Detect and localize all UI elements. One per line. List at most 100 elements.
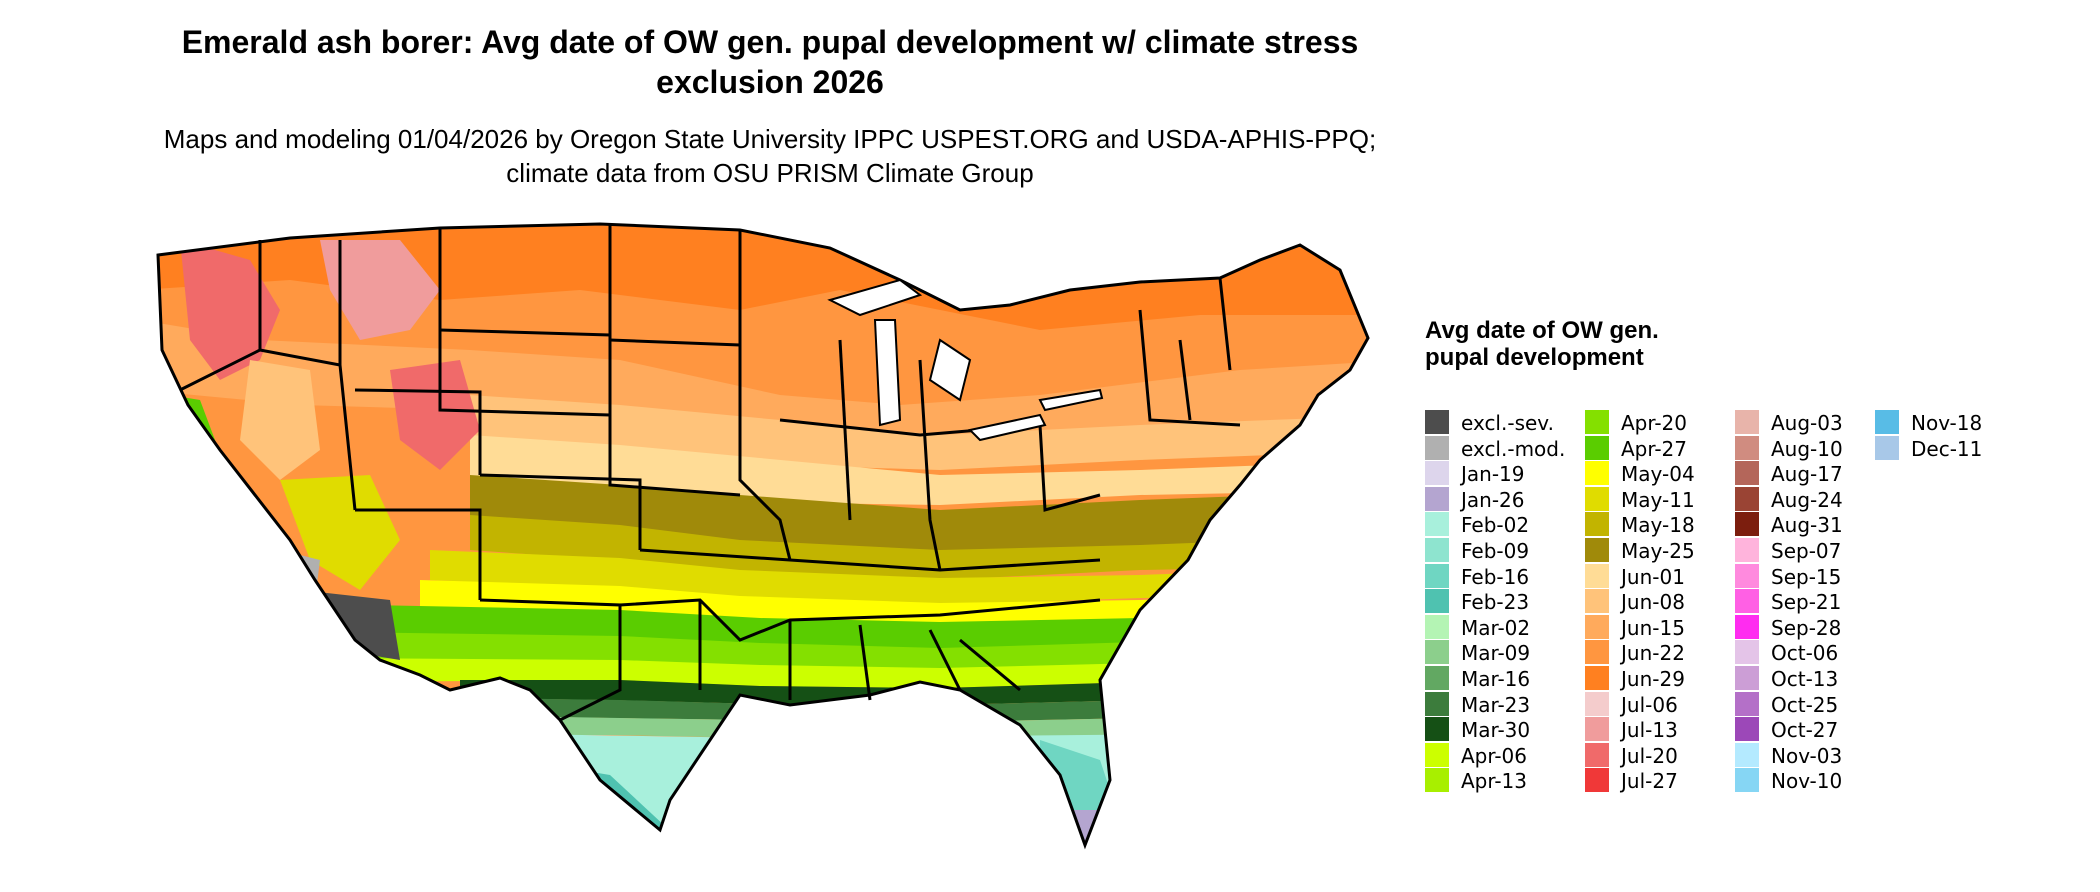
legend-label: Sep-21 bbox=[1771, 590, 1842, 615]
legend-swatch bbox=[1585, 563, 1609, 588]
legend-item: Apr-20 bbox=[1585, 410, 1745, 435]
legend-label: Mar-23 bbox=[1461, 692, 1531, 717]
legend-swatch bbox=[1425, 538, 1449, 562]
legend-label: Oct-27 bbox=[1771, 718, 1839, 743]
map-subtitle: Maps and modeling 01/04/2026 by Oregon S… bbox=[163, 124, 1377, 188]
legend-item: Sep-21 bbox=[1735, 589, 1895, 615]
legend-label: excl.-sev. bbox=[1461, 411, 1554, 435]
legend-item: Feb-23 bbox=[1425, 589, 1585, 615]
legend-swatch bbox=[1735, 410, 1759, 434]
legend-label: Aug-03 bbox=[1771, 411, 1843, 435]
legend-swatch bbox=[1735, 640, 1759, 665]
legend-swatch bbox=[1425, 666, 1449, 690]
legend-label: May-04 bbox=[1621, 462, 1695, 487]
legend-swatch bbox=[1735, 512, 1759, 537]
legend-item: Nov-03 bbox=[1735, 742, 1895, 768]
legend-swatch bbox=[1735, 538, 1759, 562]
legend-item: Nov-18 bbox=[1875, 410, 2035, 435]
legend-item: May-11 bbox=[1585, 486, 1745, 512]
legend-swatch bbox=[1585, 614, 1609, 639]
legend-item: Jul-27 bbox=[1585, 768, 1745, 794]
legend-item: excl.-mod. bbox=[1425, 435, 1585, 461]
legend-label: Mar-30 bbox=[1461, 718, 1531, 743]
legend-item: Aug-24 bbox=[1735, 486, 1895, 512]
legend-swatch bbox=[1585, 461, 1609, 486]
legend-swatch bbox=[1875, 410, 1899, 434]
legend-swatch bbox=[1585, 640, 1609, 665]
legend-swatch bbox=[1585, 435, 1609, 460]
legend-item: Nov-10 bbox=[1735, 768, 1895, 794]
legend-item: May-18 bbox=[1585, 512, 1745, 538]
legend-label: Feb-16 bbox=[1461, 564, 1530, 589]
legend-item: Sep-15 bbox=[1735, 563, 1895, 589]
legend-label: May-18 bbox=[1621, 513, 1695, 538]
legend-label: Feb-09 bbox=[1461, 539, 1530, 563]
legend-label: Jul-06 bbox=[1621, 692, 1678, 717]
legend-label: Apr-06 bbox=[1461, 743, 1527, 768]
legend-label: Sep-15 bbox=[1771, 564, 1842, 589]
us-map bbox=[156, 222, 1370, 847]
legend-item: Apr-06 bbox=[1425, 742, 1585, 768]
legend-label: Jul-20 bbox=[1621, 743, 1678, 768]
legend-label: Apr-13 bbox=[1461, 769, 1527, 794]
legend-item: Jan-19 bbox=[1425, 461, 1585, 487]
legend-item: May-04 bbox=[1585, 461, 1745, 487]
legend-item: Oct-06 bbox=[1735, 640, 1895, 665]
legend-swatch bbox=[1735, 691, 1759, 716]
legend-item: Mar-02 bbox=[1425, 614, 1585, 640]
legend-label: Jan-19 bbox=[1461, 462, 1525, 487]
legend-swatch bbox=[1735, 563, 1759, 588]
legend-label: Mar-09 bbox=[1461, 641, 1531, 666]
legend-swatch bbox=[1425, 435, 1449, 460]
legend-label: Feb-02 bbox=[1461, 513, 1530, 538]
legend-swatch bbox=[1585, 717, 1609, 742]
legend-swatch bbox=[1585, 742, 1609, 767]
legend-label: Aug-24 bbox=[1771, 487, 1843, 512]
legend-item: Jan-26 bbox=[1425, 486, 1585, 512]
legend-item: Oct-25 bbox=[1735, 691, 1895, 717]
legend-label: Nov-10 bbox=[1771, 769, 1843, 794]
legend-item: Aug-17 bbox=[1735, 461, 1895, 487]
legend-swatch bbox=[1585, 691, 1609, 716]
legend-label: Dec-11 bbox=[1911, 436, 1983, 461]
legend-item: Apr-13 bbox=[1425, 768, 1585, 794]
legend-label: Nov-03 bbox=[1771, 743, 1843, 768]
legend-label: Apr-20 bbox=[1621, 411, 1687, 435]
legend-swatch bbox=[1735, 435, 1759, 460]
legend-label: Jul-27 bbox=[1621, 769, 1678, 794]
legend-swatch bbox=[1735, 589, 1759, 614]
legend-item: Aug-31 bbox=[1735, 512, 1895, 537]
legend-label: Jun-22 bbox=[1621, 641, 1685, 666]
legend-label: Sep-07 bbox=[1771, 539, 1842, 563]
legend-swatch bbox=[1425, 717, 1449, 742]
legend-item: Mar-09 bbox=[1425, 640, 1585, 666]
legend-swatch bbox=[1585, 589, 1609, 614]
legend-swatch bbox=[1875, 435, 1899, 460]
legend-swatch bbox=[1425, 614, 1449, 639]
legend-swatch bbox=[1425, 768, 1449, 793]
legend-swatch bbox=[1425, 461, 1449, 486]
legend-item: Jun-22 bbox=[1585, 640, 1745, 666]
legend-label: Feb-23 bbox=[1461, 590, 1530, 615]
legend-swatch bbox=[1585, 486, 1609, 511]
legend-swatch bbox=[1735, 666, 1759, 690]
legend-label: Aug-17 bbox=[1771, 462, 1843, 487]
legend-label: May-25 bbox=[1621, 539, 1695, 563]
legend-label: excl.-mod. bbox=[1461, 436, 1566, 461]
legend-item: May-25 bbox=[1585, 538, 1745, 563]
legend-swatch bbox=[1735, 742, 1759, 767]
legend-label: Sep-28 bbox=[1771, 615, 1842, 640]
legend-label: Nov-18 bbox=[1911, 411, 1983, 435]
legend-item: Sep-07 bbox=[1735, 538, 1895, 563]
legend-swatch bbox=[1425, 742, 1449, 767]
legend-swatch bbox=[1735, 614, 1759, 639]
legend-item: Feb-09 bbox=[1425, 538, 1585, 563]
legend-label: Aug-10 bbox=[1771, 436, 1843, 461]
legend-label: Mar-02 bbox=[1461, 615, 1531, 640]
legend-swatch bbox=[1585, 512, 1609, 537]
legend-item: Jun-08 bbox=[1585, 589, 1745, 614]
legend-label: Jun-15 bbox=[1621, 615, 1685, 640]
legend-item: Dec-11 bbox=[1875, 435, 2035, 461]
legend-item: Feb-02 bbox=[1425, 512, 1585, 538]
legend-label: Jan-26 bbox=[1461, 487, 1525, 512]
